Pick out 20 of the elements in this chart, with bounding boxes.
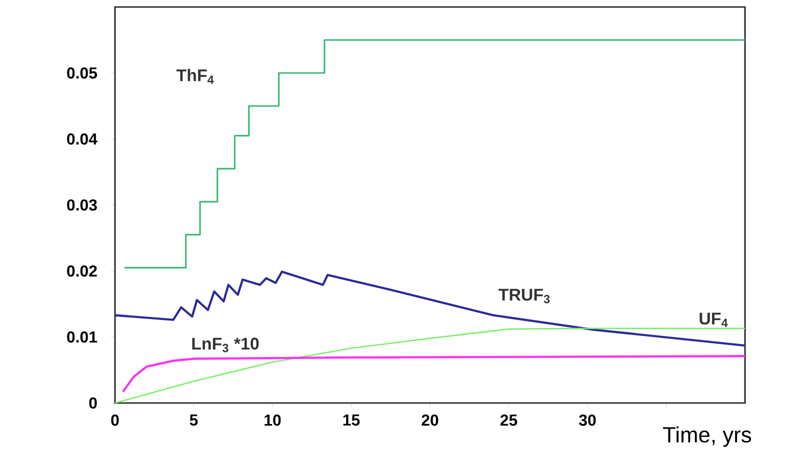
series-label: TRUF$_{3}$ xyxy=(498,288,550,304)
x-tick-label: 25 xyxy=(500,414,518,426)
x-tick-label: 15 xyxy=(343,414,360,426)
y-tick-label: 0.05 xyxy=(67,67,98,79)
x-tick-label: 5 xyxy=(190,414,198,426)
x-tick-label: 0 xyxy=(111,414,119,426)
x-tick-label: 10 xyxy=(264,414,281,426)
x-axis-title: Time, yrs xyxy=(663,426,752,447)
y-tick-label: 0.04 xyxy=(67,133,98,145)
line-series xyxy=(114,328,746,404)
y-tick-label: 0.03 xyxy=(67,199,97,211)
y-tick-label: 0 xyxy=(89,397,97,409)
x-tick-label: 20 xyxy=(422,414,438,426)
y-tick-label: 0.01 xyxy=(67,331,98,343)
y-tick-label: 0.02 xyxy=(67,265,97,277)
series-label: LnF$_{3}$ *10 xyxy=(192,338,259,352)
series-label: UF$_{4}$ xyxy=(700,312,728,327)
line-series xyxy=(122,355,746,393)
text: ThF$_{4}$ xyxy=(176,68,214,84)
x-tick-label: 30 xyxy=(579,414,596,426)
